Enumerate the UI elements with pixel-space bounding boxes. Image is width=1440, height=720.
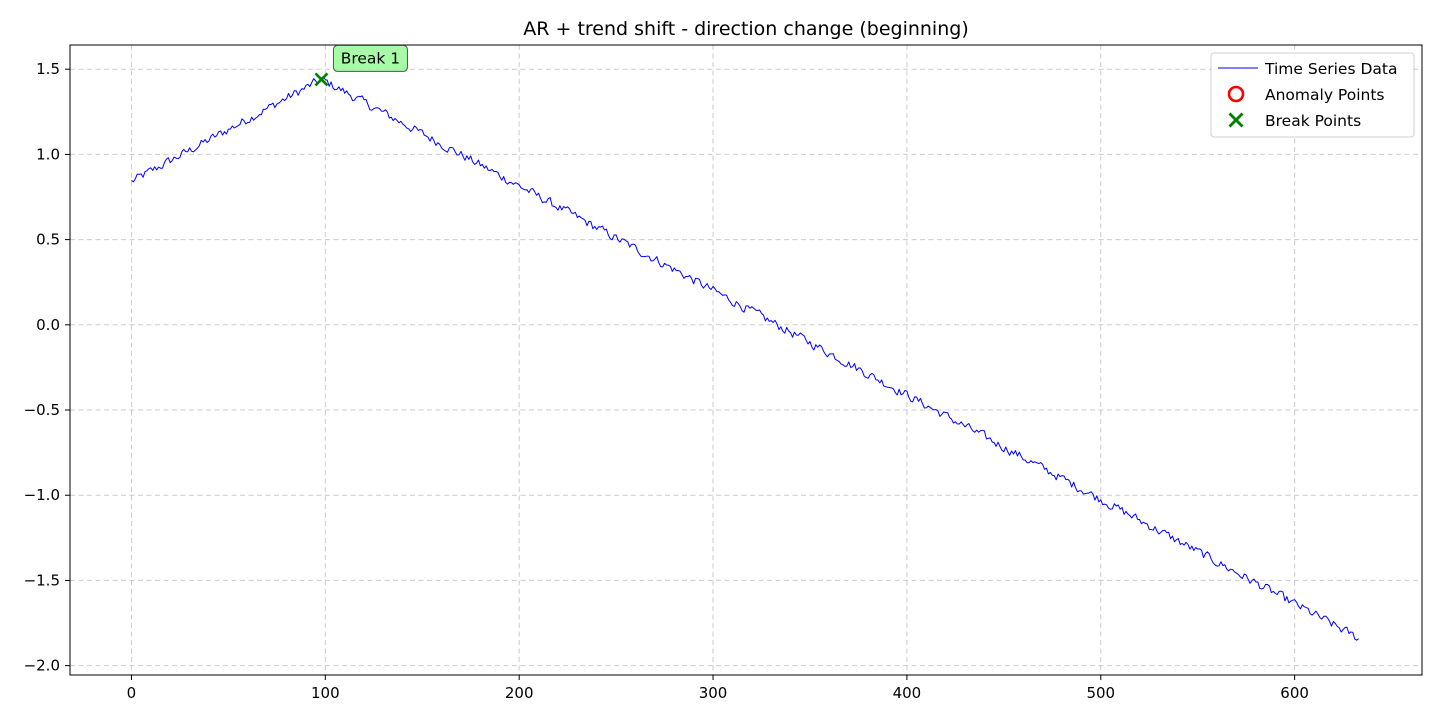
annotation-layer: Break 1 <box>332 44 408 72</box>
chart-title: AR + trend shift - direction change (beg… <box>523 18 968 40</box>
y-tick-label: 0.0 <box>36 316 60 334</box>
plot-frame <box>69 44 1423 676</box>
x-tick-label: 100 <box>311 684 340 702</box>
legend: Time Series Data Anomaly Points Break Poin… <box>1210 52 1415 138</box>
y-tick-label: 0.5 <box>36 231 60 249</box>
data-layer <box>131 72 1359 641</box>
legend-box <box>1210 52 1415 138</box>
x-tick-label: 200 <box>505 684 534 702</box>
legend-label: Time Series Data <box>1264 60 1397 78</box>
break-annotation-label: Break 1 <box>341 49 400 67</box>
legend-anomaly-swatch <box>1227 85 1245 103</box>
break-point-stroke <box>314 72 329 87</box>
y-tick-label: −1.0 <box>24 486 60 504</box>
x-tick-label: 500 <box>1086 684 1115 702</box>
y-tick-label: −2.0 <box>24 657 60 675</box>
grid-layer <box>70 45 1422 675</box>
tick-layer: 0 100 200 300 400 500 600 −2.0 −1.5 −1.0 −0.5 0.0 0.… <box>24 60 1309 702</box>
y-tick-label: −0.5 <box>24 401 60 419</box>
legend-label: Break Points <box>1265 112 1361 130</box>
legend-label: Anomaly Points <box>1265 86 1384 104</box>
x-tick-label: 300 <box>699 684 728 702</box>
y-tick-label: 1.5 <box>36 60 60 78</box>
y-tick-label: 1.0 <box>36 145 60 163</box>
break-point-marker <box>314 72 329 87</box>
series-time-series-data-line <box>131 76 1359 641</box>
x-tick-label: 400 <box>893 684 922 702</box>
legend-break-swatch <box>1228 112 1244 128</box>
x-tick-label: 0 <box>127 684 137 702</box>
y-tick-label: −1.5 <box>24 571 60 589</box>
break-annotation-box <box>332 44 408 72</box>
x-tick-label: 600 <box>1280 684 1309 702</box>
